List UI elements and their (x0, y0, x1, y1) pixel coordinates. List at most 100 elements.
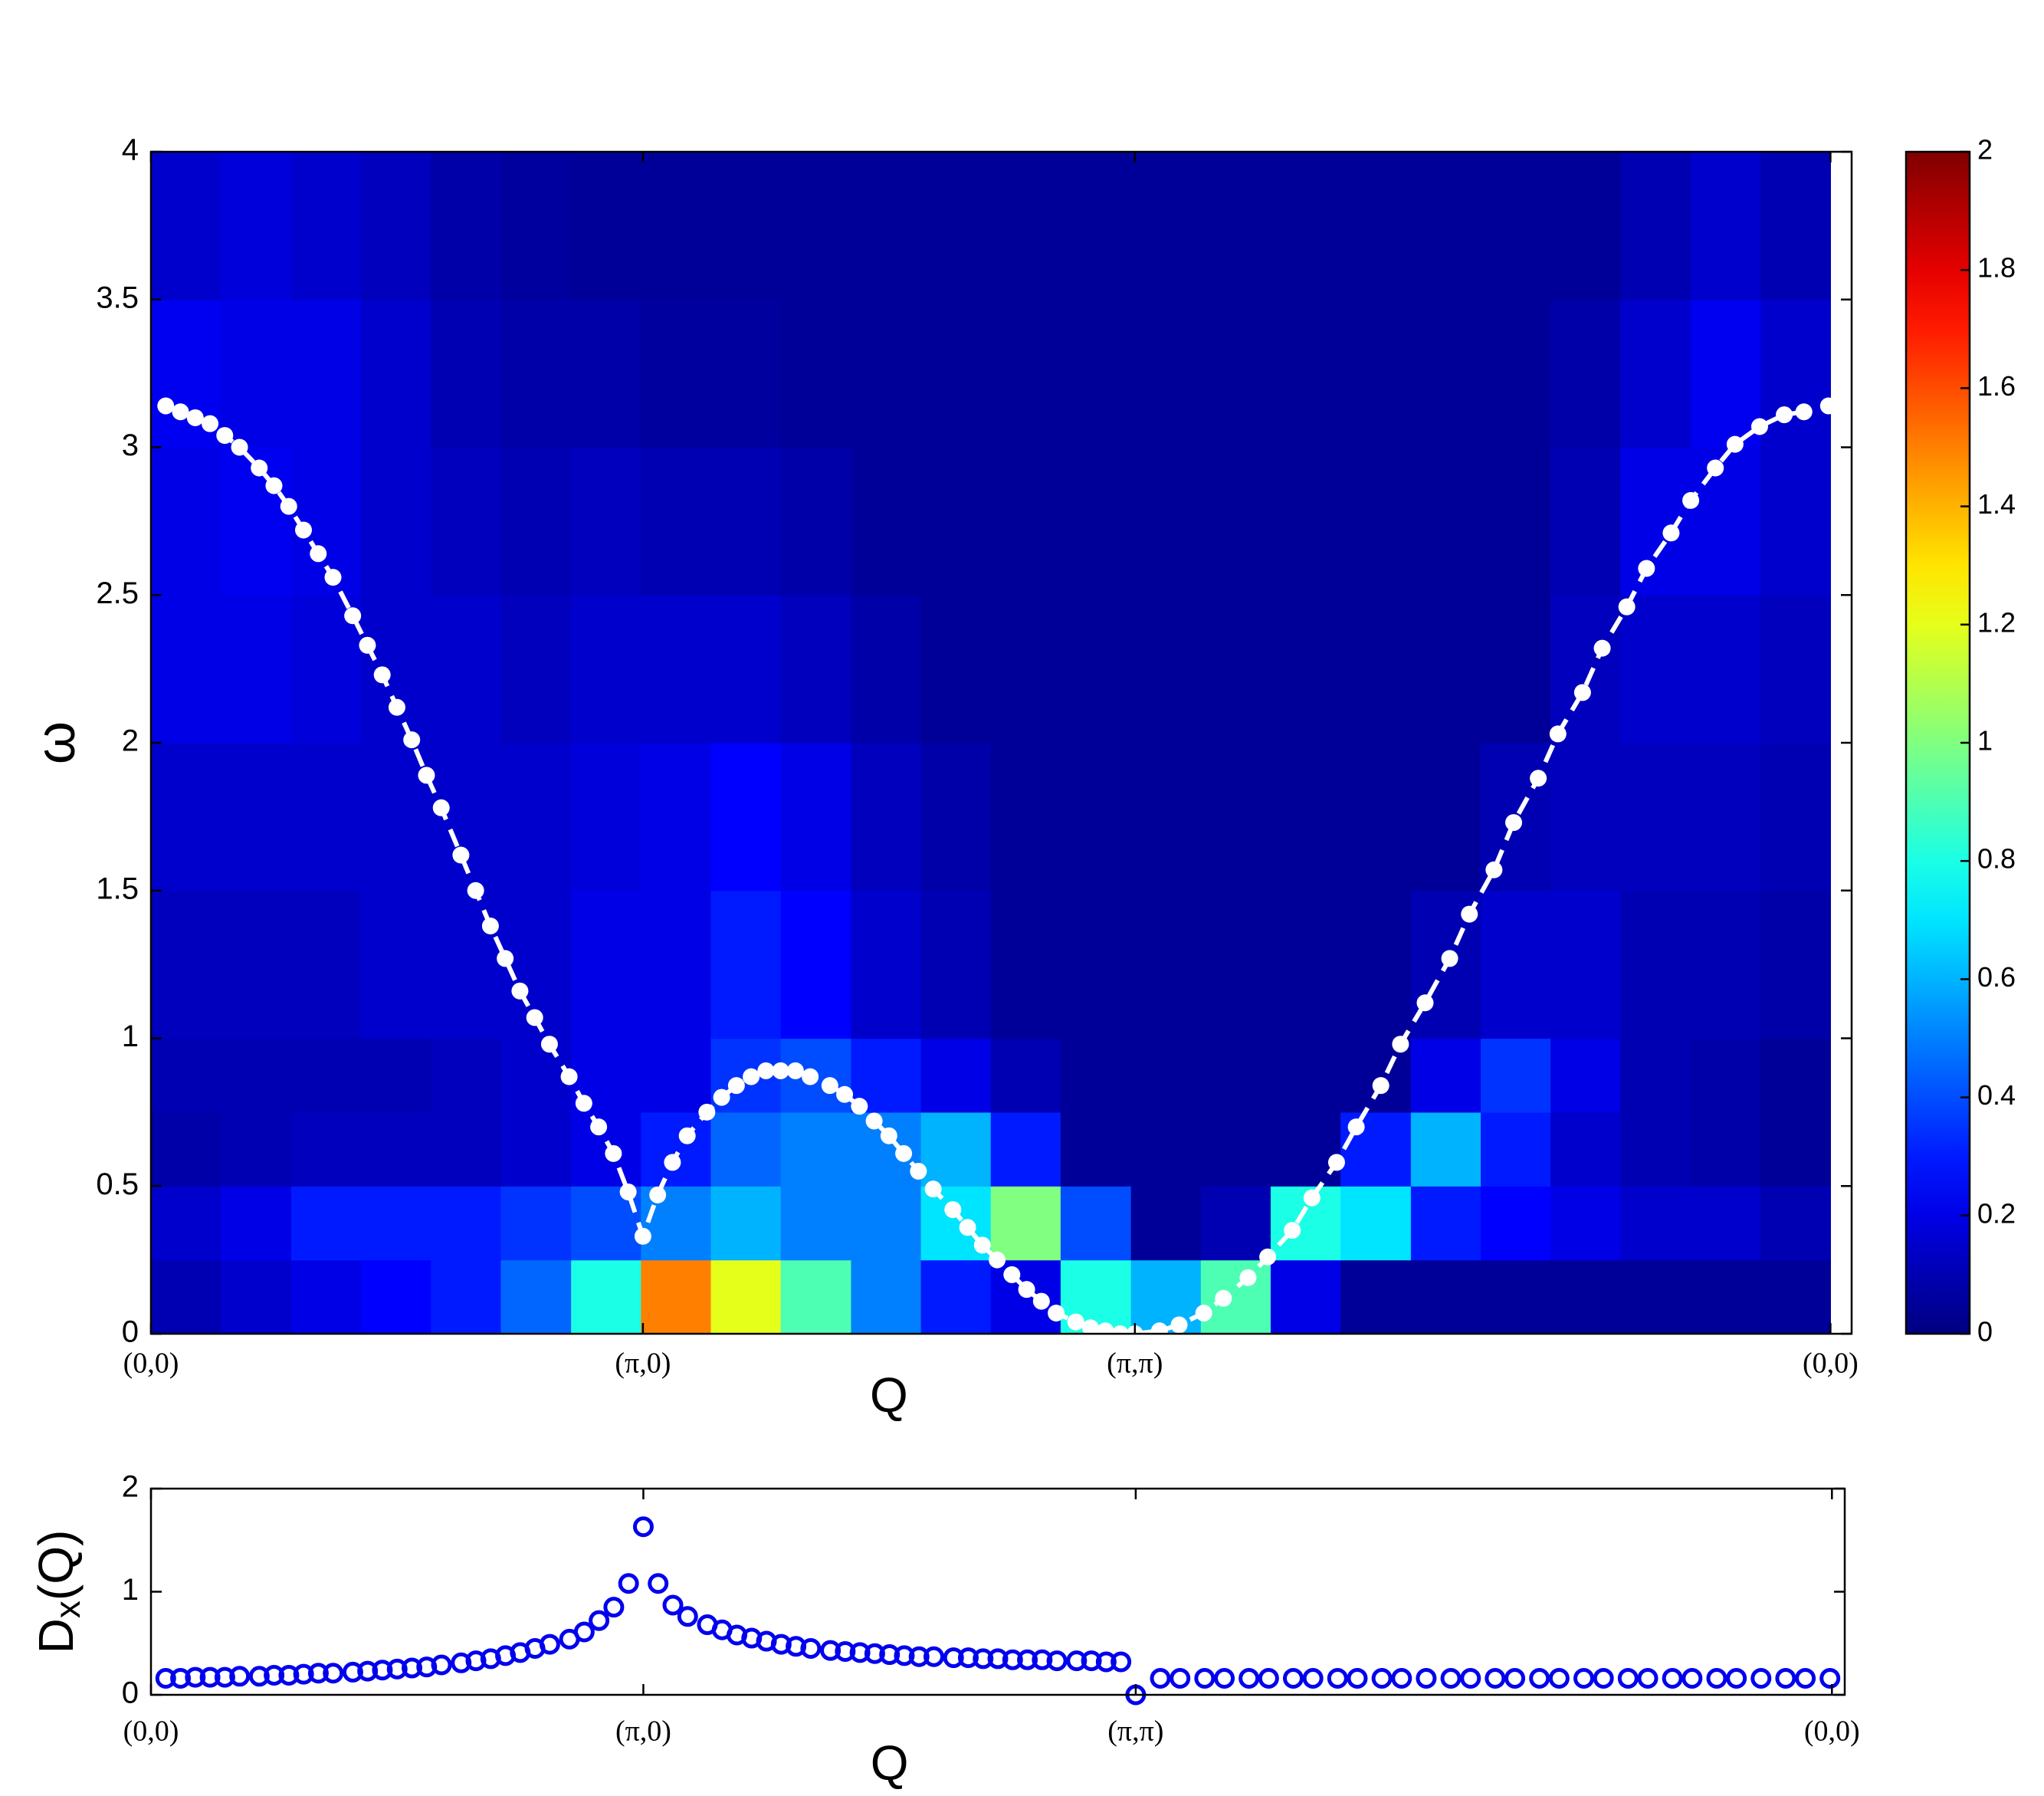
x-tick-label: (π,0) (615, 1348, 671, 1380)
data-point (835, 1641, 856, 1663)
dispersion-point (1082, 1319, 1100, 1337)
heatmap-cell (290, 890, 362, 1039)
heatmap-cell (1130, 595, 1202, 744)
heatmap-cell (431, 595, 501, 744)
heatmap-cell (151, 1186, 221, 1261)
dispersion-point (910, 1162, 927, 1180)
heatmap-cell (500, 743, 572, 891)
data-point (1111, 1651, 1132, 1673)
heatmap-cell (990, 152, 1061, 300)
y-tick-label: 0.5 (96, 1167, 139, 1201)
heatmap-cell (1410, 1259, 1481, 1335)
heatmap-cell (571, 890, 641, 1039)
data-point (1485, 1667, 1506, 1689)
heatmap-cell (1691, 1186, 1761, 1261)
heatmap-cell (500, 1259, 572, 1335)
data-point (1282, 1667, 1304, 1689)
dispersion-point (1018, 1281, 1035, 1299)
dispersion-point (1549, 725, 1567, 743)
heatmap-cell (641, 299, 712, 448)
heatmap-cell (1760, 447, 1831, 596)
heatmap-cell (1620, 890, 1691, 1039)
heatmap-cell (1691, 743, 1761, 891)
heatmap-cell (851, 743, 922, 891)
dispersion-point (1461, 905, 1478, 923)
heatmap-cell (920, 743, 992, 891)
heatmap-cell (1130, 152, 1202, 300)
heatmap-cell (1340, 1259, 1412, 1335)
heatmap-cell (1481, 1259, 1551, 1335)
heatmap-cell (1550, 743, 1621, 891)
heatmap-cell (990, 1038, 1061, 1113)
dispersion-point (1327, 1154, 1345, 1171)
heatmap-cell (361, 152, 431, 300)
y-tick-label: 3 (122, 428, 139, 462)
heatmap-cell (1410, 447, 1481, 596)
heatmap-cell (1060, 595, 1132, 744)
heatmap-cell (431, 447, 501, 596)
dispersion-point (216, 427, 234, 445)
data-point (170, 1667, 192, 1689)
heatmap-cell (290, 1259, 362, 1335)
heatmap-cell (710, 152, 782, 300)
colorbar-tick-label: 0.8 (1977, 843, 2016, 875)
heatmap-cell (920, 1111, 992, 1187)
dispersion-point (497, 950, 514, 967)
y-axis-label-sub: x (48, 1601, 87, 1618)
heatmap-cell (780, 595, 852, 744)
x-tick-label: (0,0) (123, 1716, 179, 1748)
data-point (431, 1654, 452, 1676)
heatmap-cell (361, 447, 431, 596)
heatmap-cell (920, 1259, 992, 1335)
data-point (1775, 1667, 1796, 1689)
data-point (864, 1643, 885, 1664)
heatmap-cell (571, 447, 641, 596)
y-tick-label: 4 (122, 133, 139, 167)
dispersion-point (1638, 560, 1655, 577)
data-point (1460, 1667, 1481, 1689)
heatmap-cell (1200, 1259, 1271, 1335)
heatmap-cell (780, 890, 852, 1039)
heatmap-cell (1200, 890, 1271, 1039)
heatmap-cell (851, 890, 922, 1039)
dispersion-point (265, 477, 283, 494)
heatmap-cell (571, 743, 641, 891)
dispersion-point (186, 409, 204, 426)
dispersion-point (432, 799, 450, 816)
dispersion-line (165, 403, 1829, 1336)
dispersion-point (1530, 770, 1547, 787)
dispersion-point (467, 882, 484, 899)
dispersion-point (231, 438, 248, 456)
dispersion-point (251, 459, 268, 477)
data-point (1371, 1667, 1393, 1689)
data-point (1302, 1667, 1324, 1689)
heatmap-cell (641, 447, 712, 596)
heatmap-cell (1130, 1186, 1202, 1261)
heatmap-cell (1691, 890, 1761, 1039)
heatmap-cell (1691, 299, 1761, 448)
heatmap-cell (151, 1259, 221, 1335)
heatmap-cell (151, 1038, 221, 1113)
dispersion-point (1750, 418, 1768, 435)
heatmap-cell (1130, 1038, 1202, 1113)
heatmap-cell (641, 1038, 712, 1113)
dispersion-point (1170, 1316, 1188, 1334)
heatmap-cell (1060, 447, 1132, 596)
heatmap-cell (1550, 299, 1621, 448)
colorbar-tick-label: 0.2 (1977, 1197, 2016, 1229)
data-point (1327, 1667, 1348, 1689)
data-point (1617, 1667, 1639, 1689)
dispersion-point (452, 846, 470, 864)
dispersion-point (1048, 1305, 1065, 1322)
heatmap-cell (361, 1111, 431, 1187)
heatmap-cell (1760, 1111, 1831, 1187)
heatmap-cell (1760, 1186, 1831, 1261)
heatmap-cell (1060, 299, 1132, 448)
heatmap-cell (710, 1111, 782, 1187)
dispersion-point (1416, 994, 1434, 1012)
data-point (1440, 1667, 1462, 1689)
heatmap-cell (851, 152, 922, 300)
heatmap-cell (1691, 1259, 1761, 1335)
y-tick-label: 2 (122, 724, 139, 758)
